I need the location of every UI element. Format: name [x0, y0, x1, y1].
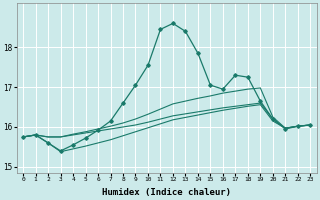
X-axis label: Humidex (Indice chaleur): Humidex (Indice chaleur) — [102, 188, 231, 197]
